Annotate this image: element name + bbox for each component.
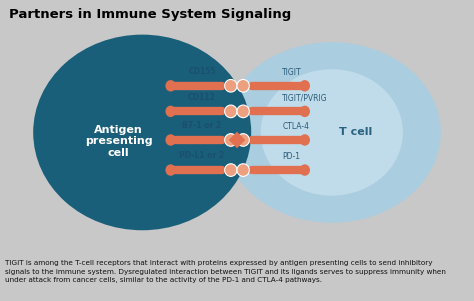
Ellipse shape [300,164,310,176]
Ellipse shape [225,105,237,118]
Ellipse shape [237,164,249,176]
Ellipse shape [165,164,176,176]
Text: T cell: T cell [339,127,372,138]
Ellipse shape [225,134,237,146]
Ellipse shape [300,80,310,92]
Ellipse shape [300,134,310,146]
Ellipse shape [261,69,403,196]
Text: PD-L1 or 2: PD-L1 or 2 [179,151,225,160]
Text: Antigen
presenting
cell: Antigen presenting cell [85,125,152,158]
Ellipse shape [237,105,249,118]
Ellipse shape [33,35,251,230]
Ellipse shape [225,164,237,176]
Ellipse shape [165,80,176,92]
Ellipse shape [225,79,237,92]
Text: B7-1 or 2: B7-1 or 2 [182,121,221,130]
Ellipse shape [165,134,176,146]
Text: PD-1: PD-1 [282,152,300,161]
Polygon shape [228,132,246,148]
Ellipse shape [165,106,176,117]
Ellipse shape [300,106,310,117]
Ellipse shape [237,134,249,146]
Text: TIGIT: TIGIT [282,68,302,77]
Ellipse shape [237,79,249,92]
Ellipse shape [223,42,441,223]
Text: CD155: CD155 [188,67,216,76]
Text: CTLA-4: CTLA-4 [282,122,309,131]
Text: TIGIT is among the T-cell receptors that interact with proteins expressed by ant: TIGIT is among the T-cell receptors that… [5,260,446,283]
Text: TIGIT/PVRIG: TIGIT/PVRIG [282,93,328,102]
Text: CD112: CD112 [188,93,216,102]
Text: Partners in Immune System Signaling: Partners in Immune System Signaling [9,8,292,20]
